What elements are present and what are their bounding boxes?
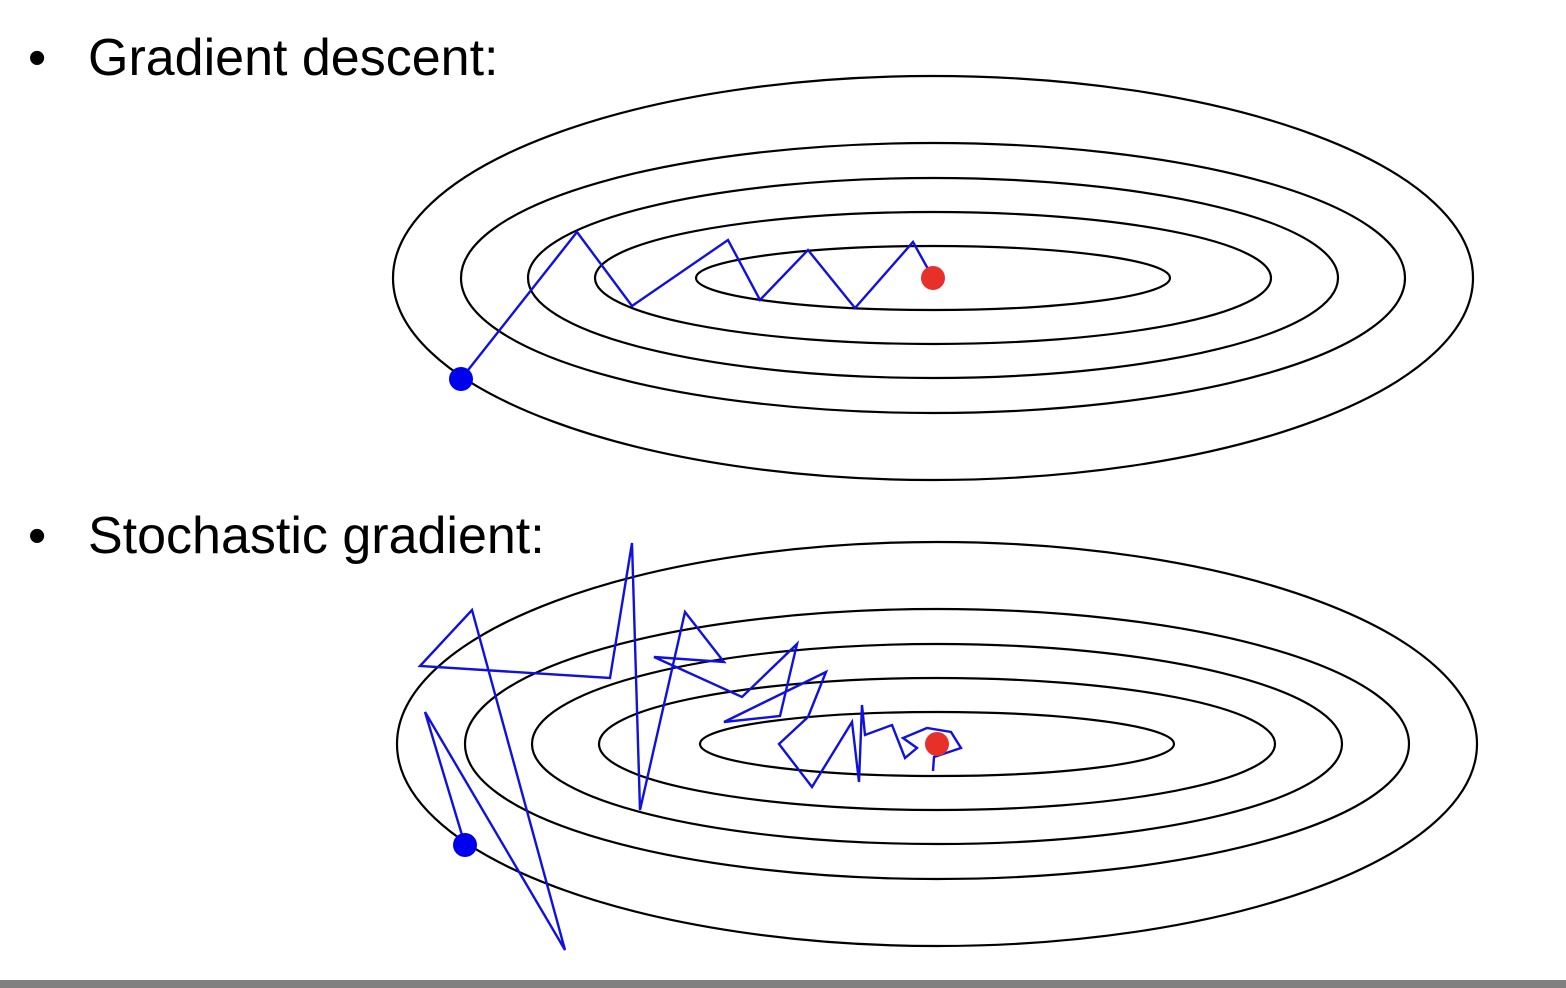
gd-contour-3 (526, 176, 1340, 380)
sgd-path (417, 542, 963, 951)
sgd-contour-1 (395, 540, 1479, 948)
gd-contour-1 (391, 74, 1475, 482)
blue-dot-icon (449, 367, 473, 391)
sgd-contours (395, 540, 1479, 948)
gd-contour-2 (459, 141, 1407, 415)
gd-path (460, 230, 935, 380)
bullet-gradient-descent: • Gradient descent: (28, 32, 498, 84)
bullet-stochastic-gradient: • Stochastic gradient: (28, 510, 545, 562)
bottom-bar (0, 980, 1566, 988)
bullet-label: Gradient descent: (88, 29, 499, 87)
sgd-contour-3 (530, 642, 1344, 846)
gd-contours (391, 74, 1475, 482)
sgd-contour-4 (597, 676, 1277, 812)
sgd-contour-5 (698, 710, 1176, 778)
red-dot-icon (925, 732, 949, 756)
bullet-symbol: • (28, 29, 47, 87)
bullet-label: Stochastic gradient: (88, 507, 545, 565)
sgd-contour-2 (463, 607, 1411, 881)
blue-dot-icon (453, 833, 477, 857)
gd-contour-5 (694, 244, 1172, 312)
gd-contour-4 (593, 210, 1273, 346)
red-dot-icon (921, 266, 945, 290)
bullet-symbol: • (28, 507, 47, 565)
